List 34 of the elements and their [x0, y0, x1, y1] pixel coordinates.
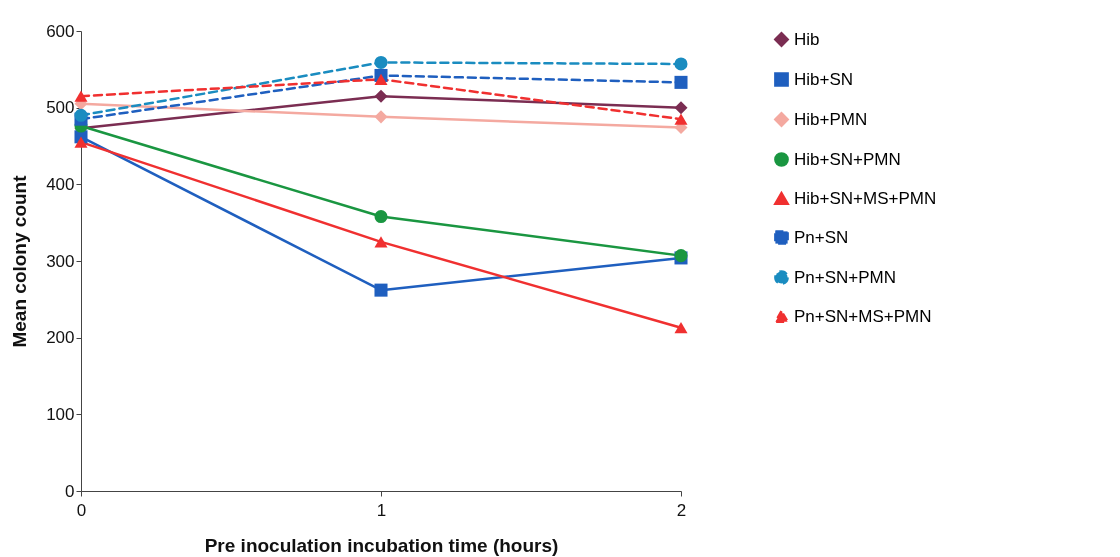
y-tick-label: 200 [46, 328, 75, 348]
point [374, 210, 388, 224]
y-tick-label: 300 [46, 251, 75, 271]
point [674, 322, 688, 334]
point [74, 108, 88, 122]
x-tick-label: 1 [376, 500, 387, 520]
point [374, 283, 388, 297]
point [74, 90, 88, 102]
point [374, 55, 388, 69]
legend-label: Hib [794, 29, 820, 49]
point [674, 57, 688, 71]
point [374, 110, 388, 124]
y-tick-label: 500 [46, 98, 75, 118]
legend-label: Hib+SN+MS+PMN [794, 188, 937, 208]
point [74, 136, 88, 148]
point [674, 75, 688, 89]
legend-label: Pn+SN+PMN [794, 267, 897, 287]
legend-label: Pn+SN [794, 227, 849, 247]
point [374, 236, 388, 248]
x-tick-label: 2 [676, 500, 687, 520]
point [674, 101, 688, 115]
y-tick-label: 400 [46, 174, 75, 194]
legend-label: Hib+PMN [794, 109, 868, 129]
legend-label: Hib+SN+PMN [794, 149, 901, 169]
point [374, 73, 388, 85]
y-axis-title: Mean colony count [9, 174, 31, 348]
point [374, 89, 388, 103]
point [674, 113, 688, 125]
y-tick-label: 600 [46, 21, 75, 41]
x-axis-title: Pre inoculation incubation time (hours) [204, 534, 559, 556]
y-tick-label: 0 [65, 481, 75, 501]
legend-label: Hib+SN [794, 69, 854, 89]
legend-label: Pn+SN+MS+PMN [794, 306, 932, 326]
y-tick-label: 100 [46, 404, 75, 424]
